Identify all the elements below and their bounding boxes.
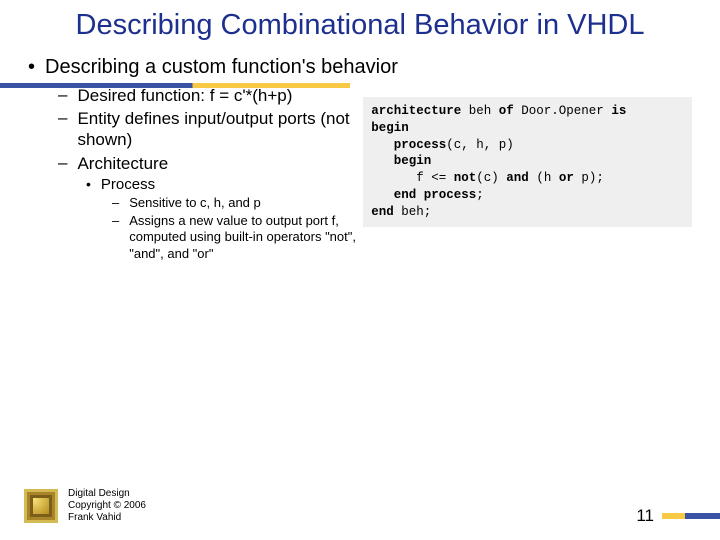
bullet-level2: – Entity defines input/output ports (not…	[58, 108, 357, 151]
footer: Digital Design Copyright © 2006 Frank Va…	[24, 488, 146, 524]
dash-icon: –	[58, 153, 67, 174]
footer-line: Frank Vahid	[68, 512, 146, 524]
bullet-dot: •	[86, 176, 91, 193]
bullet-level4: – Sensitive to c, h, and p	[58, 195, 357, 211]
page-number-bar-icon	[662, 513, 720, 519]
page-number-area: 11	[636, 506, 720, 526]
page-number: 11	[636, 506, 654, 526]
bullet-level3: • Process	[58, 176, 357, 193]
footer-line: Copyright © 2006	[68, 500, 146, 512]
dash-icon: –	[112, 213, 119, 262]
bullet-dot: •	[28, 55, 35, 79]
bullet-text: Architecture	[77, 153, 168, 174]
footer-line: Digital Design	[68, 488, 146, 500]
bullet-text: Assigns a new value to output port f, co…	[129, 213, 357, 262]
bullet-text: Sensitive to c, h, and p	[129, 195, 261, 211]
dash-icon: –	[112, 195, 119, 211]
bullet-text: Entity defines input/output ports (not s…	[77, 108, 357, 151]
bullet-level1: • Describing a custom function's behavio…	[28, 55, 692, 79]
footer-logo-icon	[24, 489, 58, 523]
bullet-text: Describing a custom function's behavior	[45, 55, 398, 79]
title-underline	[0, 83, 350, 88]
footer-text: Digital Design Copyright © 2006 Frank Va…	[68, 488, 146, 524]
sub-row: – Desired function: f = c'*(h+p) – Entit…	[28, 85, 692, 262]
slide-title: Describing Combinational Behavior in VHD…	[0, 0, 720, 49]
bullet-text: Process	[101, 176, 155, 193]
dash-icon: –	[58, 108, 67, 151]
code-block: architecture beh of Door.Opener is begin…	[363, 97, 692, 227]
bullet-level4: – Assigns a new value to output port f, …	[58, 213, 357, 262]
bullet-level2: – Architecture	[58, 153, 357, 174]
content-area: • Describing a custom function's behavio…	[0, 49, 720, 262]
sub-bullet-list: – Desired function: f = c'*(h+p) – Entit…	[28, 85, 357, 262]
